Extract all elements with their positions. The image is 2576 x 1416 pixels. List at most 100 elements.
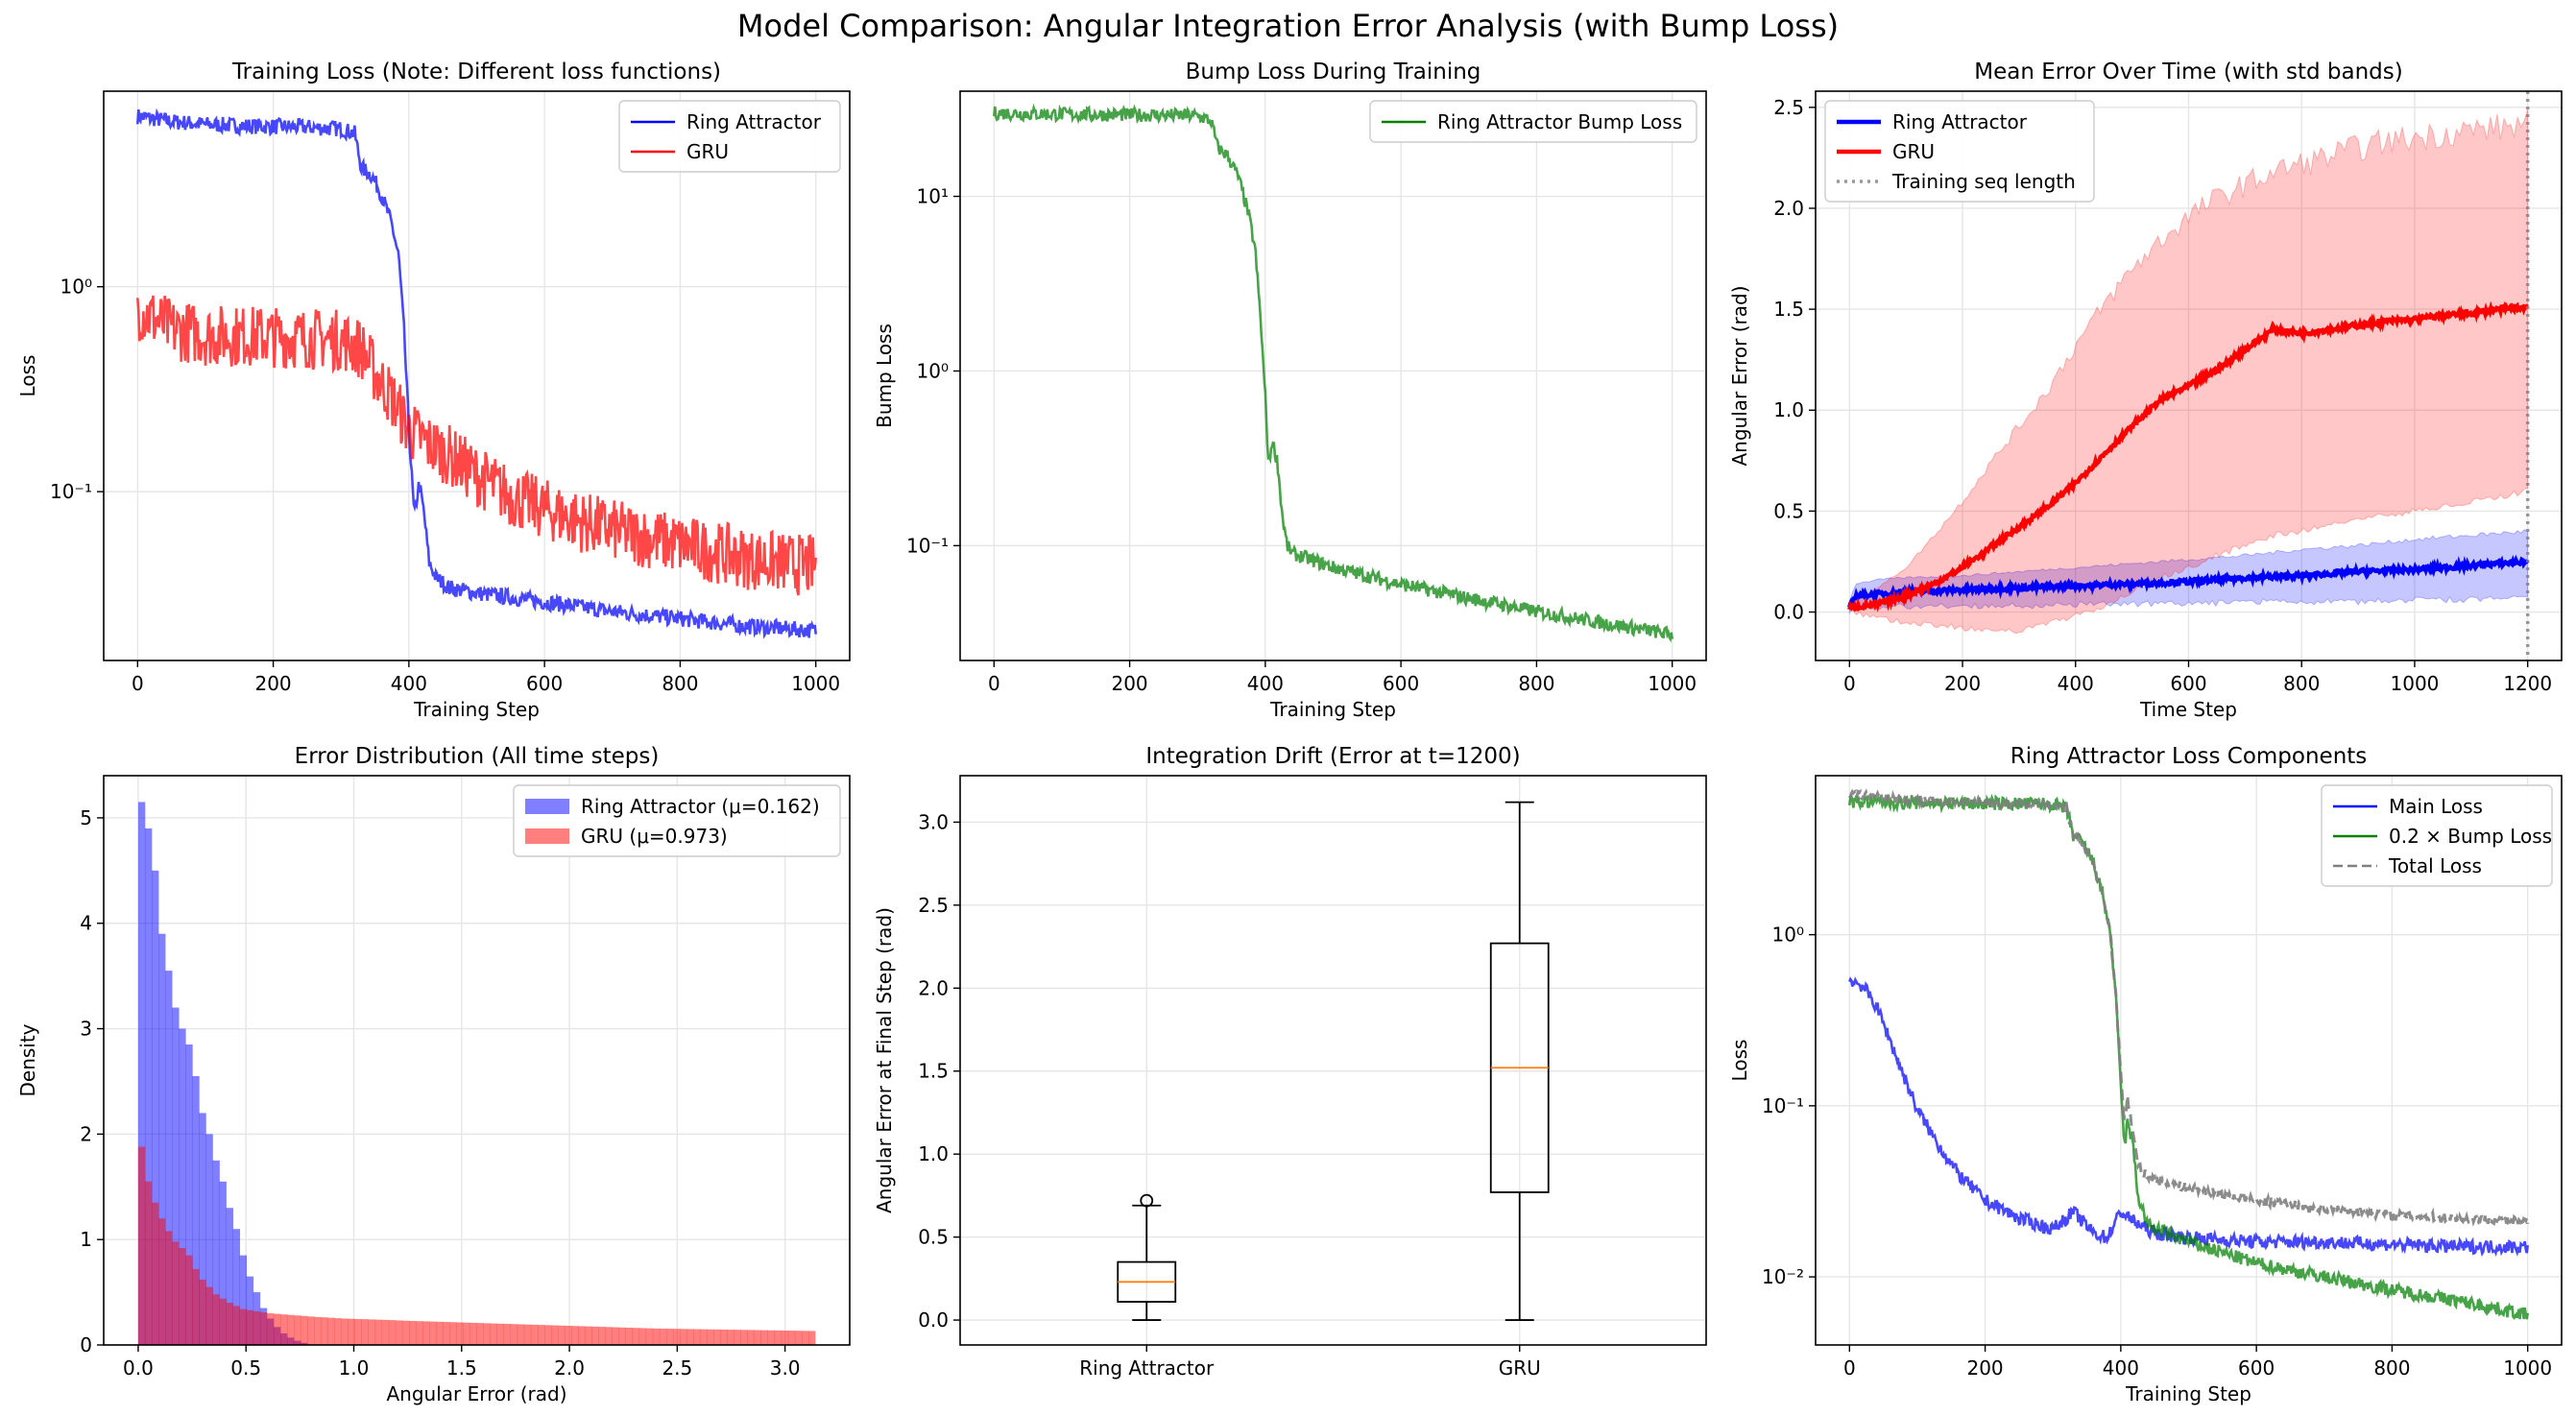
histogram-bar [321, 1317, 328, 1345]
boxplot-1 [1117, 1193, 1177, 1321]
legend: Ring Attractor Bump Loss [1369, 100, 1697, 143]
axes-frame [103, 90, 851, 661]
histogram-bar [287, 1314, 295, 1345]
histogram-bar [517, 1324, 525, 1345]
y-tick-label: 3.0 [918, 810, 949, 833]
histogram-bar [219, 1298, 227, 1345]
histogram-bar [665, 1329, 674, 1345]
histogram-bar [327, 1317, 335, 1345]
x-tick-label: 1000 [791, 672, 840, 695]
histogram-bar [618, 1327, 626, 1345]
legend-box [513, 784, 841, 857]
y-tick-label: 1.0 [1773, 398, 1804, 421]
y-tick-label: 10⁰ [1772, 924, 1804, 947]
histogram-bar [165, 1231, 173, 1345]
plot-area [1117, 801, 1550, 1321]
histogram-bar [551, 1325, 559, 1345]
histogram-bar [144, 828, 153, 1345]
histogram-bar [544, 1325, 552, 1345]
histogram-bar [179, 1028, 186, 1345]
series-line-0 [993, 103, 1673, 643]
plot-area [993, 103, 1673, 643]
x-tick-label: 0 [1843, 672, 1856, 695]
legend-label: Ring Attractor [1892, 110, 2028, 133]
histogram-bar [760, 1330, 769, 1345]
y-tick-label: 10⁻¹ [906, 534, 949, 557]
histogram-bar [212, 1294, 220, 1345]
ticks: 0 200 400 600 800 1000 10⁰ 10⁻¹ [50, 276, 840, 695]
histogram-bar [591, 1326, 599, 1345]
x-tick-label: 400 [2103, 1356, 2139, 1380]
x-axis-label: Training Step [1269, 698, 1396, 721]
x-axis-label: Training Step [413, 698, 540, 721]
histogram-bar [456, 1322, 464, 1345]
histogram-bar [781, 1330, 789, 1345]
x-tick-label: 1000 [1648, 672, 1697, 695]
histogram-bar [476, 1323, 484, 1345]
panel-3: 0 200 400 600 800 1000 1200 0.0 0.5 1.0 1.5 2.0 2.5 M… [1728, 60, 2563, 721]
histogram-bar [239, 1308, 248, 1345]
histogram-bar [212, 1160, 220, 1345]
histogram-bar [368, 1319, 376, 1345]
histogram-bar [246, 1309, 254, 1345]
y-tick-label: 3 [80, 1018, 92, 1041]
histogram-bar [334, 1318, 342, 1345]
y-tick-label: 0.5 [918, 1226, 949, 1249]
histogram-bar [436, 1321, 444, 1345]
x-tick-label: 600 [2238, 1356, 2275, 1380]
histogram-bar [571, 1326, 579, 1345]
y-tick-label: 1.5 [918, 1060, 949, 1083]
histogram-bar [158, 1218, 166, 1345]
legend-box [1824, 100, 2095, 203]
histogram-bar [632, 1328, 640, 1345]
histogram-bar [707, 1329, 714, 1345]
x-tick-label: GRU [1499, 1356, 1541, 1380]
x-tick-label: 400 [1247, 672, 1284, 695]
panel-title: Mean Error Over Time (with std bands) [1974, 60, 2402, 84]
legend-label: Main Loss [2389, 795, 2483, 818]
x-tick-label: 2.5 [662, 1356, 692, 1380]
histogram-bar [381, 1319, 390, 1345]
axes-frame [103, 775, 851, 1346]
x-tick-label: 0 [132, 672, 144, 695]
legend-label: GRU [686, 140, 729, 163]
series-line-2 [1848, 788, 2530, 1228]
axes-frame [959, 90, 1707, 661]
x-axis-label: Angular Error (rad) [386, 1382, 566, 1405]
histogram-bar [388, 1320, 397, 1345]
boxplot-2 [1489, 801, 1550, 1321]
histogram-bar [422, 1321, 430, 1345]
y-axis-label: Angular Error (rad) [1728, 285, 1751, 466]
histogram-bar [280, 1314, 288, 1345]
y-tick-label: 2.0 [1773, 197, 1804, 220]
histogram-bar [137, 802, 146, 1345]
histogram-bar [483, 1323, 491, 1345]
histogram-bar [253, 1310, 261, 1345]
histogram-bar [652, 1328, 661, 1345]
histogram-bar [361, 1319, 369, 1345]
y-tick-label: 0.5 [1773, 499, 1804, 522]
plot-area [1848, 788, 2530, 1321]
plot-area [137, 802, 816, 1345]
x-tick-label: 0 [1843, 1356, 1856, 1380]
histogram-bar [273, 1313, 281, 1345]
panel-title: Ring Attractor Loss Components [2010, 744, 2368, 769]
y-tick-label: 5 [80, 806, 92, 829]
y-tick-label: 10⁻² [1762, 1265, 1804, 1288]
histogram-bar [612, 1327, 619, 1345]
series-line-0 [136, 108, 817, 639]
legend-label: Total Loss [2388, 854, 2482, 877]
x-tick-label: 1000 [2503, 1356, 2552, 1380]
histogram-bar [794, 1331, 803, 1345]
legend-label: 0.2 × Bump Loss [2389, 825, 2552, 848]
x-tick-label: 200 [254, 672, 291, 695]
histogram-bar [503, 1324, 512, 1345]
grid [960, 91, 1706, 660]
histogram-bar [374, 1319, 383, 1345]
histogram-bar [645, 1328, 654, 1345]
axes-frame [1815, 775, 2563, 1346]
histogram-bar [578, 1326, 586, 1345]
histogram-bar [158, 933, 166, 1345]
histogram-bar [693, 1329, 701, 1345]
